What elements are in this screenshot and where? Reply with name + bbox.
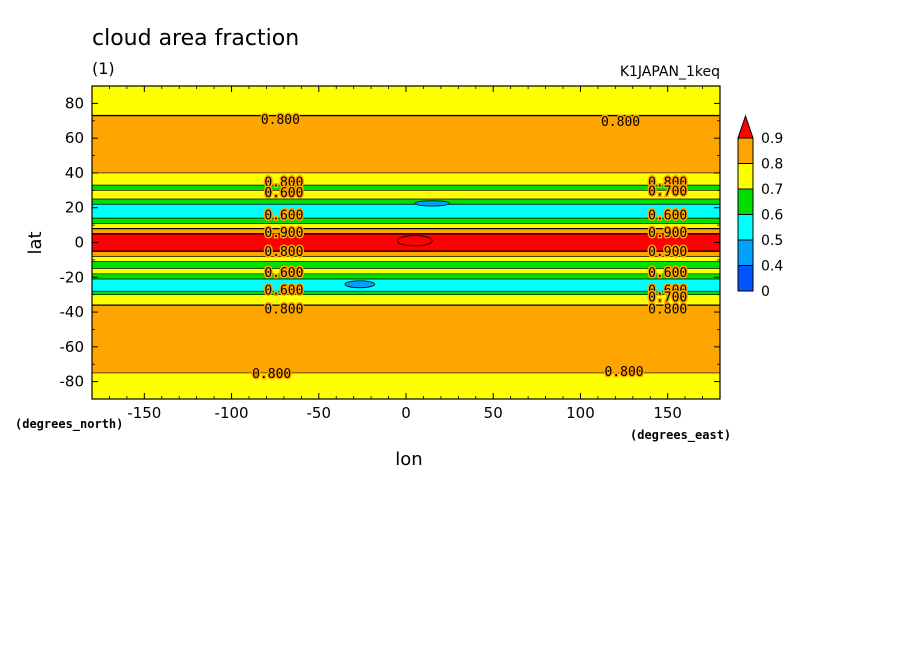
band-14 xyxy=(92,268,720,274)
x-units-label: (degrees_east) xyxy=(630,428,731,443)
colorbar-label-6: 0.9 xyxy=(761,131,783,147)
x-tick-label-4: 50 xyxy=(484,404,503,422)
band-13 xyxy=(92,261,720,269)
band-19 xyxy=(92,305,720,373)
chart-title: cloud area fraction xyxy=(92,26,299,51)
band-6 xyxy=(92,204,720,219)
x-tick-label-0: -150 xyxy=(127,404,161,422)
x-tick-label-5: 100 xyxy=(566,404,595,422)
band-17 xyxy=(92,291,720,295)
contour-label-12: 0.600 xyxy=(648,209,687,224)
colorbar: 0 0.4 0.5 0.6 0.7 0.8 0.9 xyxy=(737,114,783,300)
contour-label-4: 0.600 xyxy=(264,209,303,224)
contour-label-7: 0.600 xyxy=(264,266,303,281)
contour-label-20: 0.800 xyxy=(604,365,643,380)
contour-label-13: 0.900 xyxy=(648,226,687,241)
contour-label-8: 0.600 xyxy=(264,283,303,298)
contour-label-18: 0.800 xyxy=(648,303,687,318)
colorbar-label-2: 0.5 xyxy=(761,233,783,249)
band-2 xyxy=(92,172,720,186)
band-11 xyxy=(92,251,720,257)
colorbar-box-0 xyxy=(737,265,754,292)
experiment-label: K1JAPAN_1keq xyxy=(620,64,720,80)
contour-label-16: 0.600 xyxy=(648,283,687,298)
band-16 xyxy=(92,279,720,292)
y-tick-label-3: -20 xyxy=(60,268,85,286)
x-tick-label-6: 150 xyxy=(653,404,682,422)
y-tick-label-4: 0 xyxy=(74,234,84,252)
contour-label-14: 0.900 xyxy=(648,245,687,260)
colorbar-label-4: 0.7 xyxy=(761,182,783,198)
colorbar-box-2 xyxy=(737,214,754,241)
y-tick-label-1: -60 xyxy=(60,338,85,356)
patch-1 xyxy=(414,200,451,207)
contour-label-3: 0.600 xyxy=(264,186,303,201)
contour-label-0: 0.800 xyxy=(261,113,300,128)
colorbar-box-5 xyxy=(737,137,754,164)
band-12 xyxy=(92,256,720,262)
y-tick-label-7: 60 xyxy=(65,129,84,147)
contour-label-10: 0.800 xyxy=(648,176,687,191)
y-tick-label-5: 20 xyxy=(65,199,84,217)
contour-label-19: 0.800 xyxy=(252,367,291,382)
x-tick-label-3: 0 xyxy=(401,404,411,422)
y-units-label: (degrees_north) xyxy=(15,417,123,432)
patch-0 xyxy=(344,280,375,289)
colorbar-label-1: 0.4 xyxy=(761,259,783,275)
contour-label-2: 0.800 xyxy=(264,176,303,191)
band-8 xyxy=(92,223,720,229)
band-3 xyxy=(92,185,720,191)
band-15 xyxy=(92,273,720,280)
band-5 xyxy=(92,199,720,205)
chart-subtitle: (1) xyxy=(92,59,115,78)
band-7 xyxy=(92,218,720,224)
x-tick-label-2: -50 xyxy=(307,404,332,422)
band-9 xyxy=(92,228,720,234)
band-18 xyxy=(92,294,720,306)
colorbar-box-4 xyxy=(737,163,754,190)
y-tick-label-0: -80 xyxy=(60,373,85,391)
colorbar-triangle xyxy=(737,114,754,139)
colorbar-label-5: 0.8 xyxy=(761,157,783,173)
x-tick-label-1: -100 xyxy=(215,404,249,422)
axes: -150 -100 -50 0 50 100 150 -80 -60 -40 -20 0 20 40 60 8… xyxy=(60,85,720,422)
x-axis-label: lon xyxy=(395,449,422,470)
y-tick-label-2: -40 xyxy=(60,303,85,321)
y-axis-label: lat xyxy=(25,231,46,254)
colorbar-box-3 xyxy=(737,188,754,215)
contour-label-5: 0.900 xyxy=(264,226,303,241)
plot-area xyxy=(92,86,720,399)
y-tick-label-6: 40 xyxy=(65,164,84,182)
contour-label-17: 0.700 xyxy=(648,290,687,305)
colorbar-box-1 xyxy=(737,239,754,266)
contour-label-9: 0.800 xyxy=(264,303,303,318)
band-4 xyxy=(92,190,720,200)
contour-label-15: 0.600 xyxy=(648,266,687,281)
colorbar-label-0: 0 xyxy=(761,284,770,300)
contour-labels: 0.800 0.8000.8000.6000.6000.9000.8000.600… xyxy=(251,112,689,384)
contour-label-1: 0.800 xyxy=(601,115,640,130)
contour-label-6: 0.800 xyxy=(264,245,303,260)
band-1 xyxy=(92,115,720,173)
y-tick-label-8: 80 xyxy=(65,94,84,112)
patch-2 xyxy=(396,235,433,247)
colorbar-label-3: 0.6 xyxy=(761,208,783,224)
contour-label-11: 0.700 xyxy=(648,184,687,199)
